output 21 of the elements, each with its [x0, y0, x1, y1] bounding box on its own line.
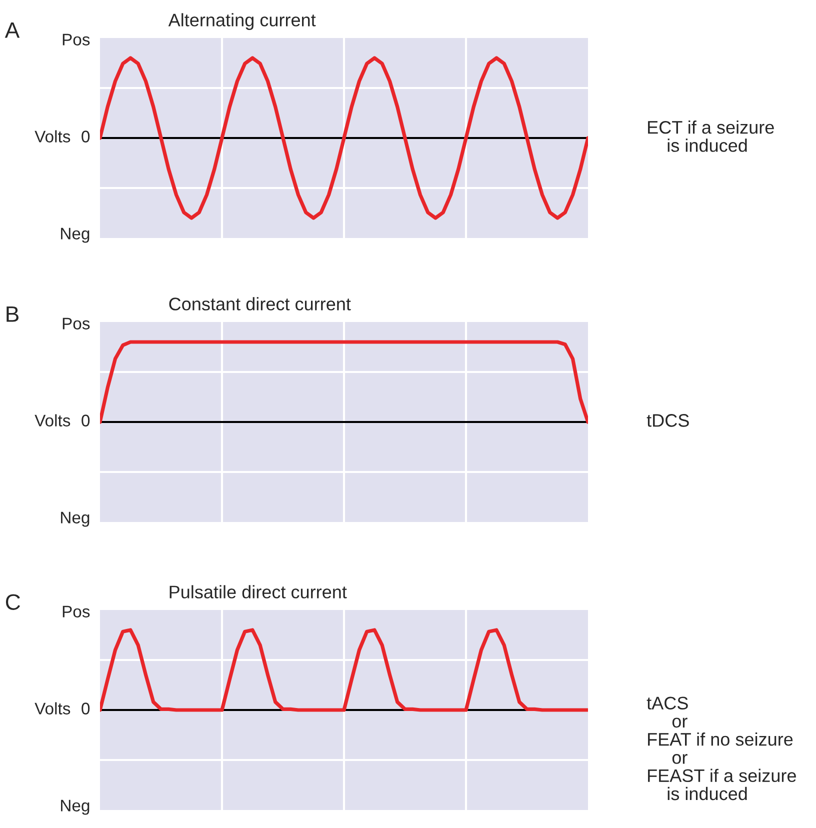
text: Neg [61, 228, 90, 243]
text: Neg [61, 512, 90, 527]
text: Pos [62, 318, 90, 330]
text: 0 [82, 130, 90, 142]
y-axis-title: Volts [34, 702, 70, 714]
chart-title: Constant direct current [169, 297, 351, 310]
text: Neg [61, 800, 90, 815]
text: Pos [62, 606, 90, 618]
text: tDCS [646, 414, 689, 427]
chart-title: Pulsatile direct current [170, 585, 347, 598]
text: tACS or FEAT if no seizure or FEAST if a seizure is induced [646, 696, 796, 800]
text: 0 [82, 414, 90, 426]
y-axis-title: Volts [34, 414, 70, 426]
text: 0 [82, 702, 90, 714]
chart-title: Alternating current [168, 13, 316, 30]
text: B [6, 306, 18, 322]
y-axis-title: Volts [34, 130, 70, 142]
text: A [4, 22, 20, 38]
text: Pos [62, 34, 90, 46]
text: C [6, 594, 20, 610]
text: ECT if a seizure is induced [648, 120, 774, 152]
